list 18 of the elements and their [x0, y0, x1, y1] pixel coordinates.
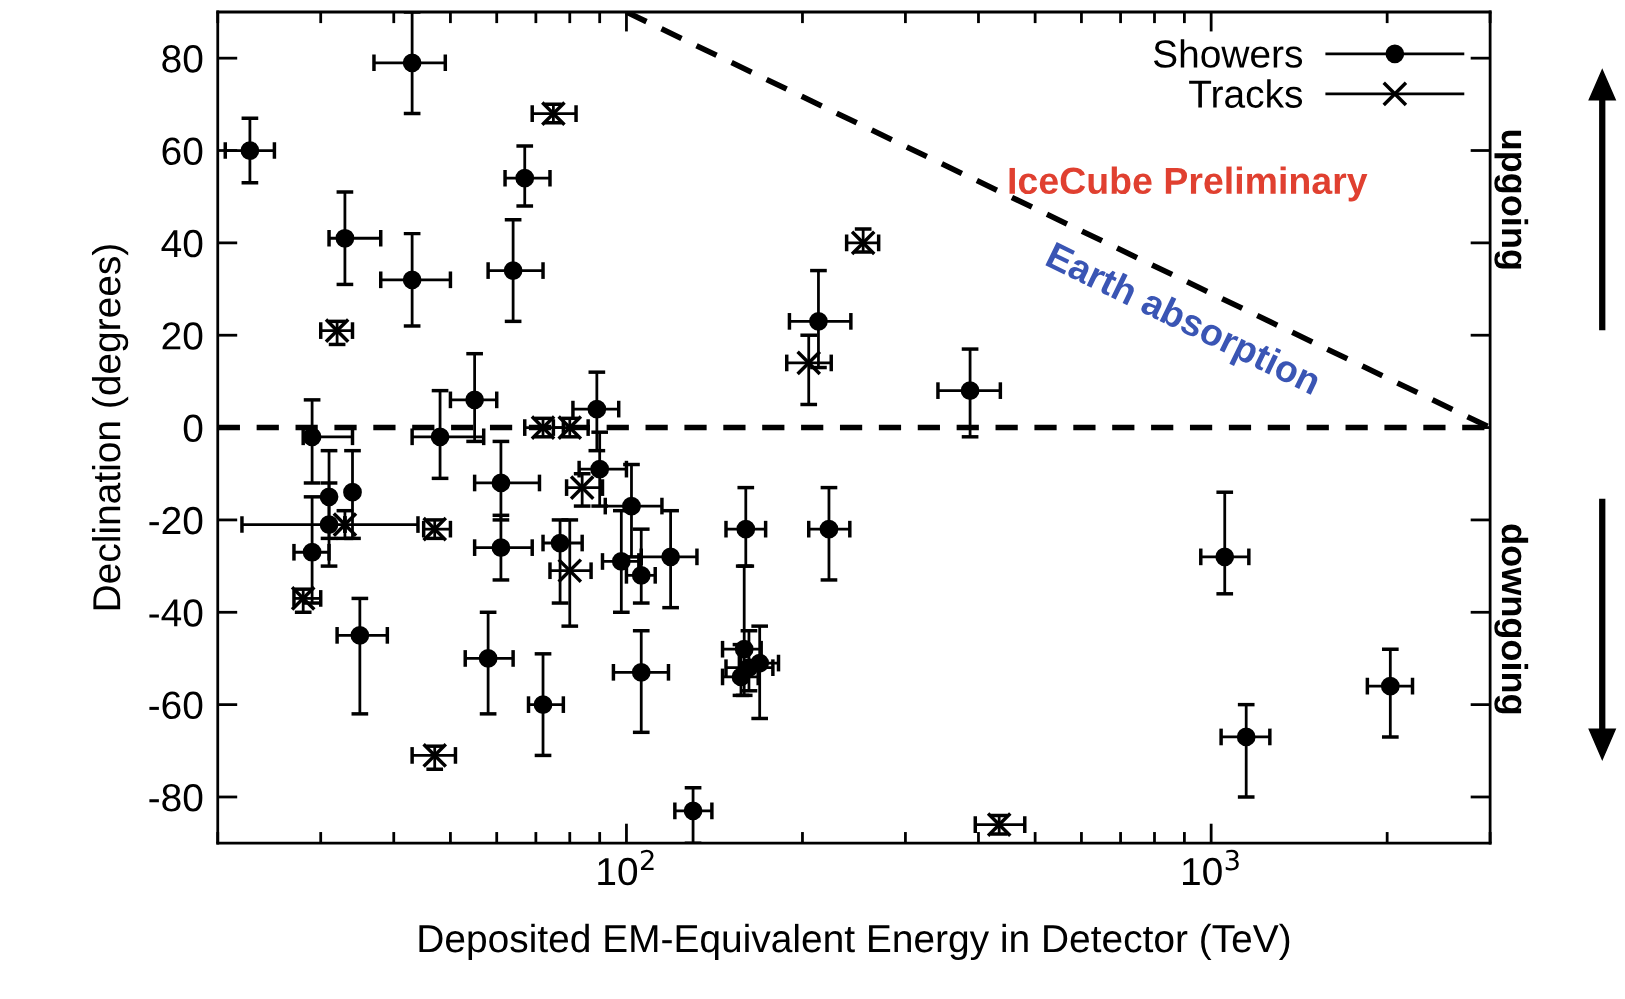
y-tick-label: 40 — [161, 229, 203, 258]
annotation: IceCube Preliminary — [1009, 166, 1368, 202]
y-tick-label: -80 — [149, 783, 203, 812]
y-tick-label: 80 — [162, 45, 203, 73]
y-tick-label: -40 — [149, 599, 203, 627]
y-tick-label: -20 — [149, 506, 203, 535]
y-axis-title: Declination (degrees) — [91, 245, 129, 610]
text: upgoing — [1494, 130, 1529, 269]
y-tick-label: -60 — [149, 691, 203, 720]
x-axis-title: Deposited EM-Equivalent Energy in Detector (TeV) — [419, 923, 1290, 961]
y-tick-label: 0 — [183, 414, 203, 443]
y-tick-label: 60 — [162, 137, 203, 165]
text: downgoing — [1494, 524, 1529, 714]
x-tick-label: 10$^{3}$ — [1183, 849, 1239, 886]
legend-label: Showers — [1153, 39, 1303, 68]
x-tick-label: 10$^{2}$ — [598, 849, 654, 886]
legend-label: Tracks — [1189, 79, 1303, 108]
y-tick-label: 20 — [162, 322, 203, 350]
